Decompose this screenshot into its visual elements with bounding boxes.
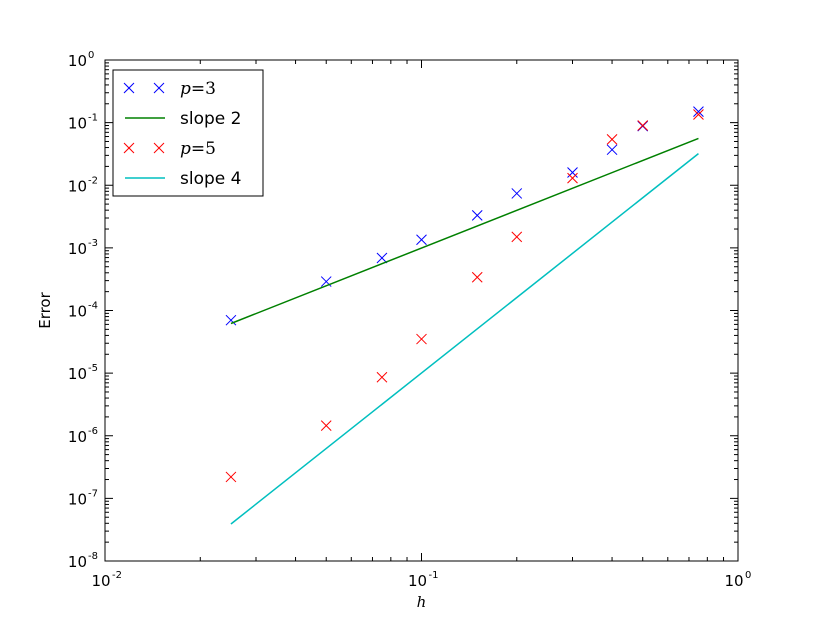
legend-label: p=5 [180, 139, 216, 159]
legend-entry-p-5: p=5 [123, 139, 216, 159]
y-tick-label: 10 [68, 177, 87, 195]
y-tick-label: 10 [68, 52, 87, 70]
data-point-p-3 [416, 234, 427, 246]
y-tick-exponent: -5 [88, 363, 98, 374]
y-axis-label: Error [36, 291, 54, 328]
data-point-p-3 [567, 167, 578, 178]
y-tick-label: 10 [68, 553, 87, 571]
series-p-5 [225, 109, 704, 483]
plot-layer [225, 106, 704, 525]
data-point-p-3 [606, 144, 618, 156]
data-point-p-3 [225, 314, 237, 326]
data-point-p-3 [471, 210, 483, 221]
legend-label: slope 4 [180, 169, 241, 189]
axis-labels: h Error [36, 291, 426, 611]
y-tick-label: 10 [68, 240, 87, 258]
data-point-p-5 [320, 420, 332, 431]
y-tick-label: 10 [68, 490, 87, 508]
x-tick-exponent: 0 [745, 570, 751, 581]
x-tick-exponent: -2 [112, 570, 122, 581]
y-tick-exponent: -8 [88, 551, 98, 562]
ticks-layer: 10 -2 10 -1 10 010 -810 -710 -610 -510 -410 -310 -21… [68, 50, 751, 590]
y-tick-exponent: -3 [88, 238, 98, 249]
data-point-p-5 [471, 271, 483, 283]
data-point-p-5 [416, 333, 427, 345]
series-slope-2 [230, 137, 699, 325]
legend-entry-slope-4: slope 4 [125, 169, 241, 189]
x-tick-exponent: -1 [429, 570, 439, 581]
data-point-p-3 [511, 188, 523, 199]
y-tick-exponent: 0 [88, 50, 94, 61]
series-line-slope-2 [230, 137, 699, 325]
legend-entry-p-3: p=3 [123, 79, 216, 99]
x-tick-label: 10 [91, 572, 110, 590]
y-tick-label: 10 [68, 428, 87, 446]
y-tick-label: 10 [68, 365, 87, 383]
data-point-p-5 [511, 231, 523, 243]
y-tick-exponent: -6 [88, 426, 98, 437]
series-slope-4 [230, 153, 699, 525]
y-tick-exponent: -1 [88, 113, 98, 124]
data-point-p-5 [567, 172, 578, 184]
y-tick-label: 10 [68, 115, 87, 133]
data-point-p-3 [376, 252, 388, 264]
y-tick-exponent: -4 [88, 301, 98, 312]
series-p-3 [225, 106, 704, 326]
legend: p=3 slope 2 p=5 slope 4 [112, 69, 264, 197]
legend-box [112, 69, 264, 197]
y-tick-exponent: -7 [88, 488, 98, 499]
data-point-p-5 [606, 134, 618, 145]
data-point-p-5 [693, 109, 704, 120]
legend-entry-slope-2: slope 2 [125, 109, 241, 129]
y-tick-exponent: -2 [88, 175, 98, 186]
data-point-p-5 [225, 471, 237, 483]
legend-label: slope 2 [180, 109, 241, 129]
data-point-p-5 [637, 120, 649, 131]
legend-marker [123, 142, 135, 154]
legend-marker [123, 82, 135, 94]
plot-frame [104, 59, 739, 562]
data-point-p-5 [376, 371, 388, 383]
y-tick-label: 10 [68, 303, 87, 321]
x-tick-label: 10 [408, 572, 427, 590]
x-tick-label: 10 [724, 572, 743, 590]
legend-marker [153, 82, 165, 94]
x-axis-label: h [417, 593, 427, 611]
series-line-slope-4 [230, 153, 699, 525]
data-point-p-3 [693, 106, 704, 117]
legend-marker [153, 142, 165, 154]
legend-label: p=3 [180, 79, 216, 99]
